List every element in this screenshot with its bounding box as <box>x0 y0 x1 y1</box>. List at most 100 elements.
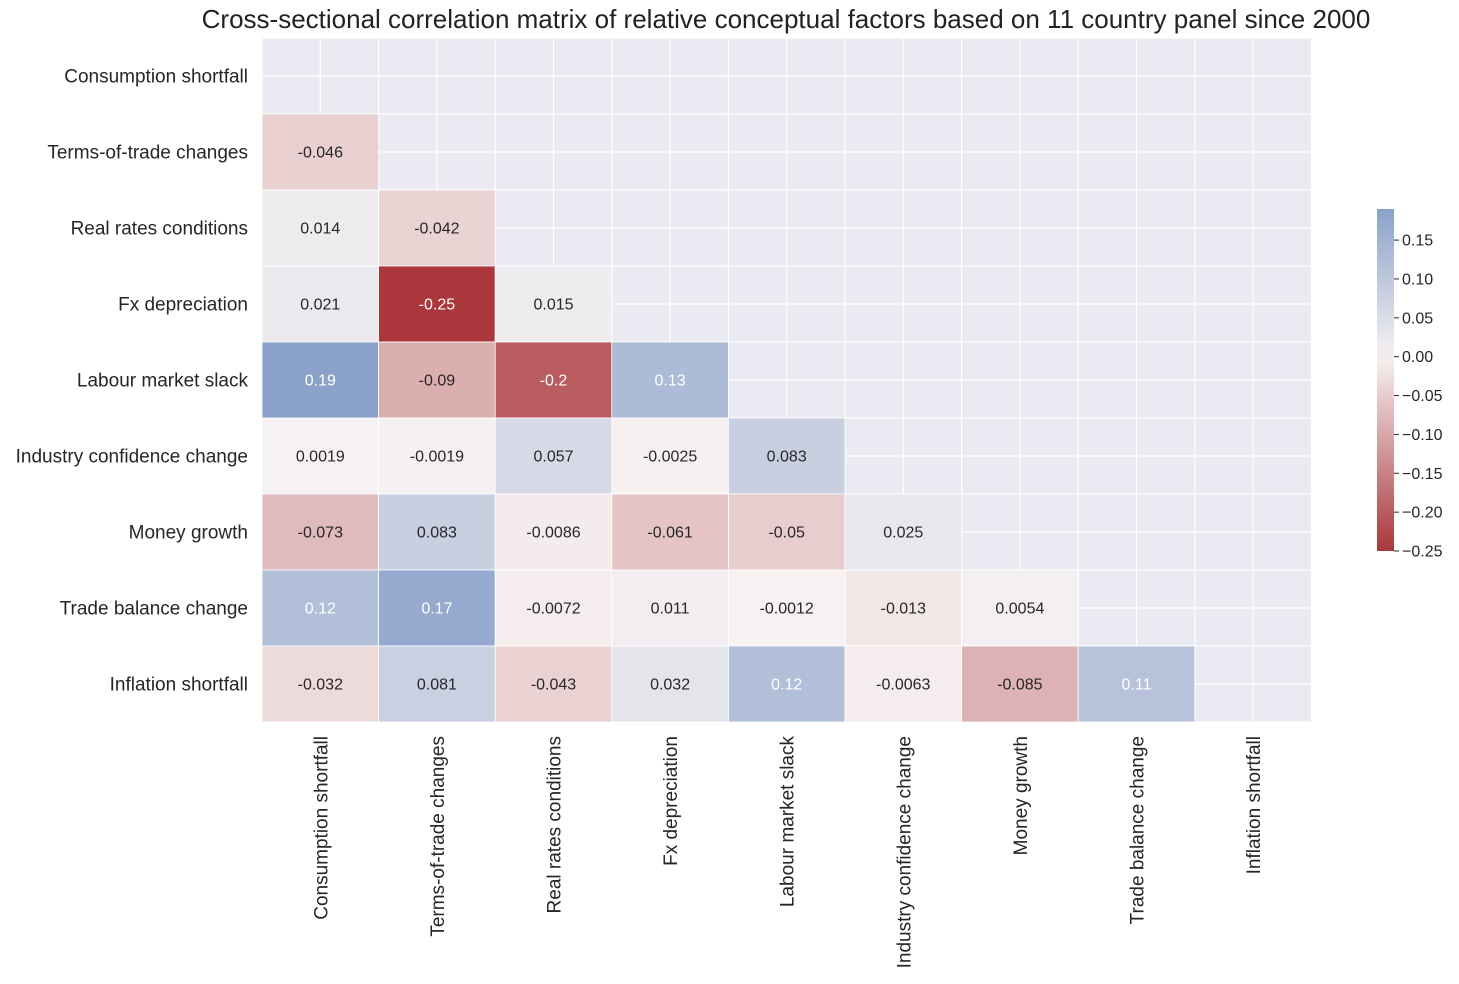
heatmap-cell <box>961 645 1079 723</box>
cell-value-label: 0.015 <box>533 297 573 314</box>
row-labels: Consumption shortfall Terms-of-trade chan… <box>16 67 249 696</box>
cell-value-label: 0.12 <box>305 601 336 618</box>
column-label: Real rates conditions <box>545 736 566 913</box>
cell-value-label: 0.083 <box>767 449 807 466</box>
heatmap-cell <box>261 113 379 191</box>
colorbar-tick-label: 0.05 <box>1402 310 1433 327</box>
cell-value-label: 0.12 <box>771 677 802 694</box>
colorbar-tick-label: 0.10 <box>1402 271 1433 288</box>
heatmap-cell <box>378 417 496 495</box>
cell-value-label: -0.0019 <box>410 449 464 466</box>
heatmap-cell <box>494 265 613 343</box>
row-label: Industry confidence change <box>16 447 248 468</box>
heatmap-cell <box>844 645 962 723</box>
cell-value-label: -0.0025 <box>643 449 697 466</box>
heatmap-cell <box>261 265 379 343</box>
heatmap-cell <box>378 265 496 343</box>
heatmap-cell <box>261 417 379 495</box>
heatmap-cell <box>611 417 729 495</box>
heatmap-cell <box>494 341 613 419</box>
heatmap-cell <box>611 493 729 571</box>
cell-value-label: 0.0054 <box>995 601 1044 618</box>
column-label: Trade balance change <box>1128 736 1149 924</box>
cell-value-label: -0.05 <box>768 525 805 542</box>
colorbar-tick-label: 0.15 <box>1402 233 1433 250</box>
cell-value-label: -0.032 <box>298 677 343 694</box>
heatmap-cell <box>378 341 496 419</box>
cell-value-label: 0.025 <box>883 525 923 542</box>
heatmap-cell <box>261 493 379 571</box>
row-label: Real rates conditions <box>71 219 248 240</box>
cell-value-label: -0.09 <box>419 373 456 390</box>
heatmap-cell <box>844 569 962 647</box>
heatmap-cell <box>844 493 962 571</box>
colorbar-bar <box>1377 209 1394 551</box>
heatmap-cell <box>261 645 379 723</box>
cell-value-label: -0.25 <box>419 297 456 314</box>
cell-value-label: 0.021 <box>300 297 340 314</box>
heatmap-cell <box>728 417 846 495</box>
row-label: Trade balance change <box>60 599 248 620</box>
heatmap-cell <box>611 569 729 647</box>
heatmap-cell <box>1077 645 1196 723</box>
row-label: Labour market slack <box>77 371 249 392</box>
heatmap-cell <box>378 645 496 723</box>
cell-value-label: -0.043 <box>531 677 576 694</box>
colorbar-tick-label: −0.25 <box>1402 544 1443 561</box>
heatmap-cell <box>378 493 496 571</box>
column-label: Labour market slack <box>778 736 799 908</box>
cell-value-label: 0.19 <box>305 373 336 390</box>
column-label: Consumption shortfall <box>311 736 332 920</box>
column-label: Industry confidence change <box>894 736 915 968</box>
cell-value-label: 0.083 <box>417 525 457 542</box>
row-label: Terms-of-trade changes <box>47 143 248 164</box>
column-label: Inflation shortfall <box>1244 736 1265 874</box>
column-label: Terms-of-trade changes <box>428 736 449 937</box>
cell-value-label: 0.057 <box>533 449 573 466</box>
cell-value-label: 0.11 <box>1122 677 1152 694</box>
row-label: Money growth <box>129 523 248 544</box>
chart-title: Cross-sectional correlation matrix of re… <box>201 4 1371 34</box>
column-labels: Consumption shortfall Terms-of-trade chan… <box>311 736 1265 969</box>
cell-value-label: 0.13 <box>655 373 686 390</box>
row-label: Inflation shortfall <box>110 675 248 696</box>
cell-value-label: -0.0086 <box>526 525 580 542</box>
cell-value-label: -0.2 <box>540 373 568 390</box>
cell-value-label: 0.0019 <box>296 449 345 466</box>
cell-labels: -0.046 0.014 -0.042 0.021 -0.25 0.015 0.19 -0.0… <box>296 145 1152 694</box>
colorbar: 0.15 0.10 0.05 0.00 −0.05 −0.10 −0.15 −0.20 −0.2… <box>1377 209 1443 561</box>
colorbar-tick-label: −0.15 <box>1402 466 1443 483</box>
column-label: Money growth <box>1011 736 1032 855</box>
heatmap-cell <box>611 645 729 723</box>
cell-value-label: -0.0072 <box>526 601 580 618</box>
heatmap-cells <box>261 113 1196 723</box>
cell-value-label: -0.042 <box>414 221 459 238</box>
cell-value-label: 0.014 <box>300 221 340 238</box>
cell-value-label: -0.013 <box>881 601 926 618</box>
colorbar-tick-label: −0.20 <box>1402 505 1443 522</box>
cell-value-label: 0.17 <box>421 601 452 618</box>
cell-value-label: -0.073 <box>298 525 343 542</box>
cell-value-label: -0.046 <box>298 145 343 162</box>
cell-value-label: 0.032 <box>650 677 690 694</box>
cell-value-label: -0.0063 <box>876 677 930 694</box>
heatmap-cell <box>728 645 846 723</box>
cell-value-label: 0.011 <box>651 601 690 618</box>
colorbar-tick-label: 0.00 <box>1402 349 1433 366</box>
cell-value-label: 0.081 <box>417 677 457 694</box>
heatmap-cell <box>728 569 846 647</box>
heatmap-cell <box>261 189 379 267</box>
heatmap-cell <box>494 493 613 571</box>
heatmap-cell <box>378 189 496 267</box>
heatmap-cell <box>961 569 1079 647</box>
cell-value-label: -0.085 <box>997 677 1042 694</box>
row-label: Consumption shortfall <box>64 67 248 88</box>
cell-value-label: -0.0012 <box>760 601 814 618</box>
column-label: Fx depreciation <box>661 736 682 866</box>
colorbar-tick-label: −0.10 <box>1402 427 1443 444</box>
heatmap-cell <box>611 341 729 419</box>
row-label: Fx depreciation <box>118 295 248 316</box>
cell-value-label: -0.061 <box>647 525 692 542</box>
heatmap-cell <box>261 341 379 419</box>
